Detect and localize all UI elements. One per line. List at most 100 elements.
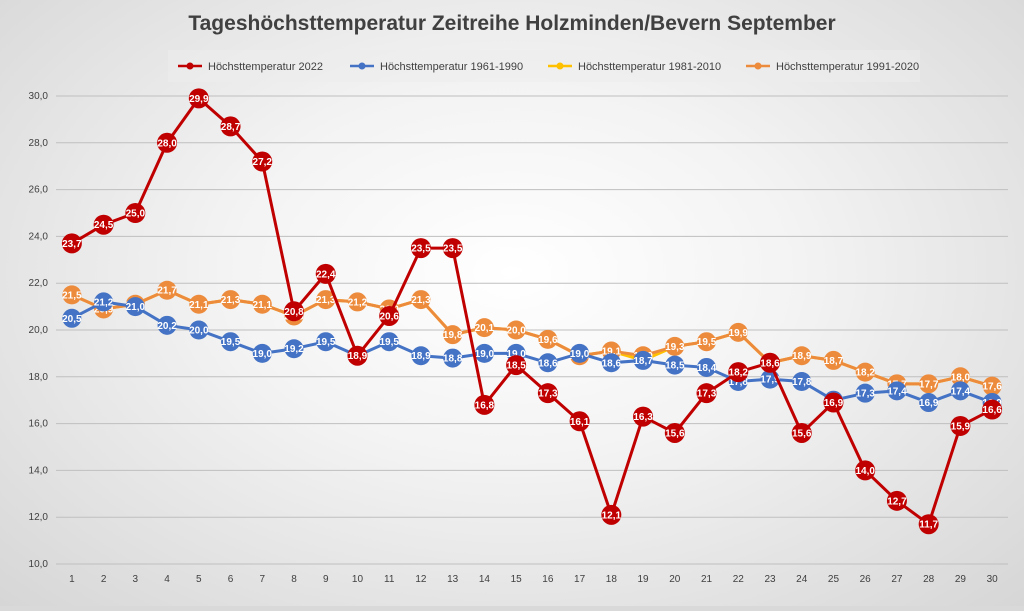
legend-marker [556,62,564,70]
data-point [252,294,272,314]
y-tick-label: 22,0 [29,278,49,289]
data-label: 18,5 [665,361,685,372]
x-tick-label: 28 [923,574,935,585]
data-label: 19,5 [379,337,399,348]
legend-label: Höchsttemperatur 1961-1990 [380,61,523,73]
x-tick-label: 21 [701,574,713,585]
data-point [316,332,336,352]
y-tick-label: 12,0 [29,512,49,523]
data-label: 21,3 [221,295,241,306]
data-label: 28,0 [157,138,177,149]
data-label: 18,8 [443,354,463,365]
data-point [284,301,304,322]
data-label: 20,2 [157,321,177,332]
x-tick-label: 2 [101,574,107,585]
data-point [855,362,875,382]
data-label: 19,0 [506,349,526,360]
x-tick-label: 29 [955,574,967,585]
data-point [221,290,241,310]
gridlines [56,95,1008,565]
y-tick-label: 16,0 [29,419,49,430]
x-tick-label: 11 [384,574,395,585]
data-label: 19,5 [316,337,336,348]
data-point [315,263,336,284]
data-label: 23,7 [62,239,82,250]
data-point [791,422,812,443]
legend-label: Höchsttemperatur 1981-2010 [578,61,721,73]
data-point [506,355,527,376]
data-label: 19,6 [538,335,558,346]
data-label: 19,3 [665,342,685,353]
data-point [950,367,970,387]
data-label: 21,1 [253,300,273,311]
data-point [823,350,843,370]
data-point [919,393,939,413]
data-label: 19,5 [221,337,241,348]
data-point [474,394,495,415]
data-label: 27,2 [253,157,273,168]
data-point [93,214,114,235]
data-point [443,325,463,345]
data-label: 18,9 [411,351,431,362]
data-label: 12,7 [887,496,907,507]
x-tick-label: 1 [69,574,75,585]
x-tick-label: 23 [764,574,776,585]
data-label: 22,4 [316,269,336,280]
data-label: 16,9 [824,398,844,409]
data-point [538,329,558,349]
data-point [188,88,209,109]
data-label: 18,6 [760,358,780,369]
series-line [71,288,993,388]
x-tick-label: 15 [511,574,523,585]
data-point [697,332,717,352]
data-label: 19,0 [475,349,495,360]
series-group: 21,520,921,121,721,121,321,120,621,321,2… [61,88,1003,535]
data-label: 17,4 [887,386,907,397]
data-point [982,399,1003,420]
data-label: 19,8 [443,330,463,341]
data-point [538,353,558,373]
data-point [950,381,970,401]
series-line [71,300,993,405]
x-tick-label: 13 [447,574,459,585]
data-label: 17,6 [982,382,1002,393]
data-label: 21,5 [62,290,82,301]
x-tick-label: 22 [733,574,745,585]
data-point [665,355,685,375]
x-tick-label: 3 [133,574,139,585]
y-tick-label: 10,0 [29,559,49,570]
data-label: 23,5 [443,244,463,255]
data-point [62,285,82,305]
data-label: 21,2 [94,297,114,308]
data-label: 21,2 [348,297,368,308]
data-label: 15,6 [665,428,685,439]
data-label: 15,6 [792,428,812,439]
data-point [220,116,241,137]
data-label: 21,3 [411,295,431,306]
data-point [697,357,717,377]
data-point [157,132,178,153]
data-label: 20,8 [284,307,304,318]
data-point [221,332,241,352]
data-point [633,406,654,427]
data-label: 19,9 [729,328,749,339]
data-label: 19,5 [697,337,717,348]
data-point [411,346,431,366]
data-label: 18,2 [855,368,875,379]
data-point [887,381,907,401]
data-label: 18,4 [697,363,717,374]
data-label: 17,4 [951,386,971,397]
x-tick-label: 14 [479,574,491,585]
series-2022: 23,7 24,5 25,0 28,0 29,9 28,7 27,2 20,8 22,4 18,9… [61,88,1003,535]
data-point [189,320,209,340]
data-label: 20,6 [379,311,399,322]
y-tick-label: 18,0 [29,372,49,383]
data-point [347,345,368,366]
data-label: 25,0 [126,209,146,220]
data-point [379,305,400,326]
data-point [569,411,590,432]
data-point [189,294,209,314]
data-label: 21,1 [189,300,209,311]
data-label: 18,0 [951,372,971,383]
